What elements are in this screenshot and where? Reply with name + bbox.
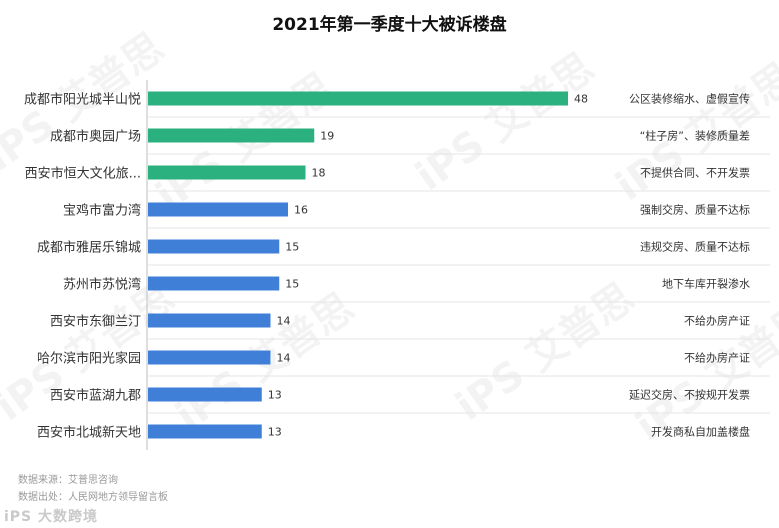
- category-label: 西安市东御兰汀: [50, 314, 141, 330]
- complaint-annotation: “柱子房”、装修质量差: [640, 129, 750, 143]
- bar: [148, 350, 271, 365]
- bar: [148, 91, 568, 106]
- category-label: 成都市阳光城半山悦: [24, 92, 141, 108]
- category-label: 成都市奥园广场: [50, 129, 141, 145]
- category-label: 成都市雅居乐锦城: [37, 240, 141, 256]
- bar: [148, 239, 280, 254]
- data-source-note: 数据来源：艾普思咨询: [18, 475, 118, 486]
- brand-watermark-logo: iPS 大数跨境: [4, 509, 99, 525]
- bar: [148, 313, 271, 328]
- bar: [148, 424, 262, 439]
- bar: [148, 165, 306, 180]
- category-label: 西安市恒大文化旅...: [25, 166, 141, 182]
- complaint-annotation: 开发商私自加盖楼盘: [651, 425, 750, 439]
- bar: [148, 128, 315, 143]
- complaint-annotation: 地下车库开裂渗水: [662, 277, 750, 291]
- complaint-annotation: 不提供合同、不开发票: [640, 166, 750, 180]
- complaint-annotation: 不给办房产证: [684, 314, 750, 328]
- complaint-annotation: 延迟交房、不按规开发票: [629, 388, 750, 402]
- data-origin-note: 数据出处：人民网地方领导留言板: [18, 492, 168, 503]
- value-label: 16: [294, 204, 308, 217]
- value-label: 18: [312, 167, 326, 180]
- chart-title: 2021年第一季度十大被诉楼盘: [272, 15, 507, 35]
- complaint-annotation: 强制交房、质量不达标: [640, 203, 750, 217]
- value-label: 13: [268, 389, 282, 402]
- value-label: 14: [277, 352, 291, 365]
- bar: [148, 202, 288, 217]
- category-label: 西安市蓝湖九郡: [50, 388, 141, 404]
- category-label: 哈尔滨市阳光家园: [37, 351, 141, 367]
- value-label: 15: [285, 278, 299, 291]
- category-label: 西安市北城新天地: [37, 425, 141, 441]
- complaint-annotation: 违规交房、质量不达标: [640, 240, 750, 254]
- category-label: 宝鸡市富力湾: [63, 203, 141, 219]
- value-label: 14: [277, 315, 291, 328]
- value-label: 15: [285, 241, 299, 254]
- category-label: 苏州市苏悦湾: [63, 277, 141, 293]
- value-label: 19: [320, 130, 334, 143]
- value-label: 13: [268, 426, 282, 439]
- complaint-annotation: 公区装修缩水、虚假宣传: [629, 92, 750, 106]
- value-label: 48: [574, 93, 588, 106]
- complaint-annotation: 不给办房产证: [684, 351, 750, 365]
- bar: [148, 276, 280, 291]
- bar: [148, 387, 262, 402]
